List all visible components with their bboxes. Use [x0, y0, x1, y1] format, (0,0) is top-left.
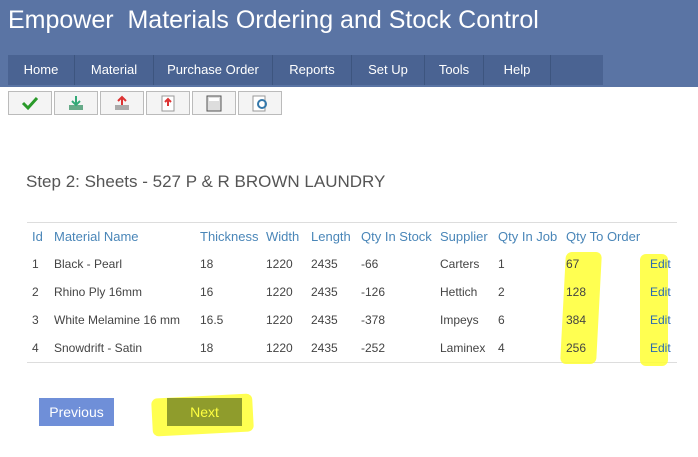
edit-link[interactable]: Edit	[650, 341, 671, 355]
table-cell: 2435	[311, 313, 338, 327]
table-cell: 1220	[266, 257, 293, 271]
table-cell: Rhino Ply 16mm	[54, 285, 143, 299]
nav-item[interactable]: Set Up	[352, 55, 425, 85]
table-cell: Snowdrift - Satin	[54, 341, 143, 355]
nav-item[interactable]: Reports	[273, 55, 352, 85]
edit-link[interactable]: Edit	[650, 285, 671, 299]
step-heading: Step 2: Sheets - 527 P & R BROWN LAUNDRY	[26, 172, 386, 191]
table-cell: 4	[498, 341, 505, 355]
column-header: Length	[311, 229, 351, 244]
table-cell: 256	[566, 341, 587, 355]
nav-item[interactable]: Tools	[425, 55, 484, 85]
nav-bar: Home Material Purchase Order Reports Set Up T…	[8, 55, 603, 85]
nav-item[interactable]: Purchase Order	[154, 55, 273, 85]
table-cell: 1220	[266, 313, 293, 327]
nav-item[interactable]: Home	[8, 55, 75, 85]
table-cell: 1	[498, 257, 505, 271]
table-cell: 16.5	[200, 313, 224, 327]
table-cell: -66	[361, 257, 379, 271]
table-cell: 384	[566, 313, 587, 327]
table-cell: 3	[32, 313, 39, 327]
tool-upload[interactable]	[100, 91, 144, 115]
header-row: Id Material Name Thickness Width Length Qty I…	[27, 222, 677, 252]
table-cell: 1220	[266, 285, 293, 299]
edit-link[interactable]: Edit	[650, 257, 671, 271]
tool-search[interactable]	[238, 91, 282, 115]
table-row: 2 Rhino Ply 16mm 16 1220 2435 -126 Hettich 2 128…	[27, 278, 677, 307]
column-header: Supplier	[440, 229, 488, 244]
table-cell: 18	[200, 257, 214, 271]
edit-link[interactable]: Edit	[650, 313, 671, 327]
table-cell: -126	[361, 285, 386, 299]
table-cell: 1	[32, 257, 39, 271]
column-header: Qty In Stock	[361, 229, 432, 244]
table-cell: Hettich	[440, 285, 478, 299]
table-cell: Impeys	[440, 313, 479, 327]
column-header: Qty To Order	[566, 229, 641, 244]
nav-item[interactable]: Material	[75, 55, 154, 85]
table-cell: Carters	[440, 257, 480, 271]
table-cell: 2	[498, 285, 505, 299]
column-header: Thickness	[200, 229, 259, 244]
table-cell: White Melamine 16 mm	[54, 313, 181, 327]
column-header: Qty In Job	[498, 229, 558, 244]
app-title: Empower Materials Ordering and Stock Con…	[8, 6, 539, 34]
table-cell: 1220	[266, 341, 293, 355]
table-cell: 16	[200, 285, 214, 299]
tool-download[interactable]	[54, 91, 98, 115]
table-cell: 128	[566, 285, 587, 299]
next-button[interactable]: Next	[167, 398, 242, 426]
table-cell: 2435	[311, 257, 338, 271]
tool-check[interactable]	[8, 91, 52, 115]
table-cell: -378	[361, 313, 386, 327]
table-row: 4 Snowdrift - Satin 18 1220 2435 -252 Laminex 4…	[27, 334, 677, 363]
table-cell: 18	[200, 341, 214, 355]
table-row: 1 Black - Pearl 18 1220 2435 -66 Carters 1 67 Edi…	[27, 250, 677, 279]
nav-item[interactable]: Help	[484, 55, 551, 85]
table-cell: Black - Pearl	[54, 257, 123, 271]
table-cell: 67	[566, 257, 580, 271]
column-header: Id	[32, 229, 43, 244]
table-cell: -252	[361, 341, 386, 355]
table-cell: 2	[32, 285, 39, 299]
table-cell: 6	[498, 313, 505, 327]
highlight	[640, 254, 668, 366]
table-cell: 2435	[311, 285, 338, 299]
table-cell: 2435	[311, 341, 338, 355]
column-header: Width	[266, 229, 300, 244]
column-header: Material Name	[54, 229, 139, 244]
tool-export[interactable]	[146, 91, 190, 115]
table-cell: Laminex	[440, 341, 486, 355]
tool-calc[interactable]	[192, 91, 236, 115]
table-cell: 4	[32, 341, 39, 355]
table-row: 3 White Melamine 16 mm 16.5 1220 2435 -378 Imp…	[27, 306, 677, 335]
previous-button[interactable]: Previous	[39, 398, 114, 426]
